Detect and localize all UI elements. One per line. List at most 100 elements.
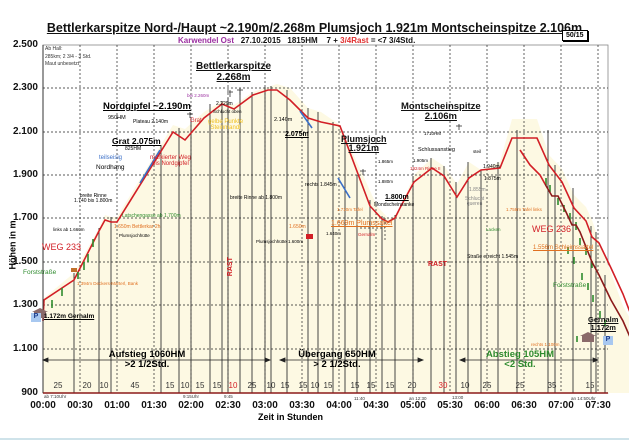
time-note: ab 7:10Uhr <box>44 394 67 399</box>
anno: 1924m Rinne II <box>410 166 441 171</box>
anno: breite Rinne 1.740 bis 1.800m <box>74 193 113 205</box>
profile-line <box>42 89 629 322</box>
time-note: an 12:30 <box>409 396 427 401</box>
time-note: 9:15Uhr <box>183 394 200 399</box>
anno: markierter Weg bis Nordgipfel <box>150 155 191 168</box>
segment-minutes: 15 <box>165 381 175 390</box>
anno: 1.650m Bettlerkar 2h <box>114 224 161 230</box>
y-tick: 900 <box>21 387 38 398</box>
anno: 1.650m <box>289 224 306 230</box>
segment-minutes: 10 <box>180 381 190 390</box>
anno: 1.669m Plumssattel <box>331 220 393 227</box>
x-axis-title: Zeit in Stunden <box>258 412 323 422</box>
segment-minutes: 15 <box>385 381 395 390</box>
time-note: 11:40 <box>354 396 365 401</box>
x-tick: 05:00 <box>400 400 426 411</box>
anno: Grat <box>190 118 202 124</box>
segment-minutes: 15 <box>350 381 360 390</box>
weg-236-label: WEG 236 <box>532 224 572 234</box>
segment-minutes-rest: 30 <box>438 381 448 390</box>
anno: Plumsjochhütte 1.600m <box>256 239 304 244</box>
anno: 2.229m <box>216 101 233 107</box>
anno: 1.710m Tafel <box>337 207 363 212</box>
region-label: Karwendel Ost <box>178 36 235 45</box>
chart-subtitle: Karwendel Ost 27.10.2015 1815HM 7 + 3/4R… <box>178 36 415 45</box>
anno: breite Rinne ab 1.800m <box>230 195 282 201</box>
anno: Mondscheinsanke <box>374 202 415 208</box>
time-note: 9:45 <box>224 394 233 399</box>
segment-minutes-rest: 10 <box>228 381 238 390</box>
anno: 1.556m Schleimssattel <box>533 245 594 251</box>
anno: 1.758m Tafel links <box>506 207 542 212</box>
parking-icon: P <box>603 336 613 345</box>
x-tick: 04:00 <box>326 400 352 411</box>
y-tick: 1.100 <box>12 343 38 354</box>
anno: links ab 1.660m <box>53 227 85 232</box>
y-tick: 2.300 <box>12 82 38 93</box>
segment-minutes: 20 <box>407 381 417 390</box>
anno: Nordhang <box>96 164 125 171</box>
segment-minutes: 15 <box>212 381 222 390</box>
section-abstieg: Abstieg 105HM <2 Std. <box>485 349 555 370</box>
segment-minutes: 15 <box>298 381 308 390</box>
anno: bei 2.260m <box>187 93 210 98</box>
rest-label: 3/4Rast <box>340 36 369 45</box>
anno: Lacken <box>486 227 501 232</box>
anno: Forststraße <box>23 269 57 276</box>
anno: Straße erreicht 1.545m <box>467 254 519 260</box>
anno: 2.075m <box>285 131 309 138</box>
x-tick: 02:30 <box>215 400 241 411</box>
segment-minutes: 10 <box>99 381 109 390</box>
segment-minutes: 25 <box>515 381 525 390</box>
segment-minutes: 15 <box>585 381 595 390</box>
anno: Plateau 2.140m <box>133 119 169 125</box>
hm-label: 1710HM <box>424 131 442 136</box>
segment-minutes: 25 <box>482 381 492 390</box>
anno: Schlucht queren <box>465 196 485 208</box>
peak-grat: Grat 2.075m <box>112 136 161 146</box>
peak-bettlerkarspitze: Bettlerkarspitze 2.268m <box>196 61 272 83</box>
y-tick: 2.500 <box>12 39 38 50</box>
segment-minutes: 15 <box>323 381 333 390</box>
anno: Plumsjochhütte <box>119 233 150 238</box>
x-tick: 03:00 <box>252 400 278 411</box>
segment-minutes: 25 <box>53 381 63 390</box>
time-note: 13:00 <box>452 395 464 400</box>
segment-minutes: 35 <box>547 381 557 390</box>
x-tick: 04:30 <box>363 400 389 411</box>
peak-gernalm: Gernalm 1.172m <box>588 315 619 332</box>
y-tick: 1.500 <box>12 256 38 267</box>
anno: 1.880m <box>378 179 394 184</box>
date-label: 27.10.2015 <box>240 36 281 45</box>
anno: 1.800m <box>385 194 409 201</box>
anno: Forststraße <box>553 282 587 289</box>
x-tick: 00:30 <box>67 400 93 411</box>
bottom-strip <box>0 438 629 440</box>
profile-area <box>43 84 629 393</box>
segment-minutes: 15 <box>195 381 205 390</box>
peak-montscheinspitze: Montscheinspitze 2.106m <box>401 101 481 122</box>
x-tick: 03:30 <box>289 400 315 411</box>
elevation-gain-label: 1815HM <box>287 36 318 45</box>
anno: steil <box>473 149 482 154</box>
page-badge: 50/15 <box>562 30 588 41</box>
anno: 1.640m <box>326 231 342 236</box>
anno: rechts 1.845m <box>305 182 337 188</box>
x-tick: 01:00 <box>104 400 130 411</box>
anno: Schlussanstieg <box>418 147 455 153</box>
anno: 1.855m <box>469 187 486 193</box>
section-uebergang: Übergang 650HM > 2 1/2Std. <box>298 349 376 370</box>
hm-label: 950HM <box>108 115 126 121</box>
segment-minutes: 10 <box>460 381 470 390</box>
anno: Latschengasse ab 1.700m <box>122 213 181 219</box>
x-tick: 06:30 <box>511 400 537 411</box>
rast-label: RAST <box>428 261 448 268</box>
x-tick: 06:00 <box>474 400 500 411</box>
chart-title: Bettlerkarspitze Nord-/Haupt ~2.190m/2.2… <box>46 21 583 35</box>
anno: 1.865m <box>378 159 394 164</box>
anno: 2.140m <box>274 117 293 123</box>
peak-nordgipfel: Nordgipfel ~2.190m <box>103 101 191 112</box>
y-tick: 1.900 <box>12 169 38 180</box>
x-tick: 07:30 <box>585 400 611 411</box>
